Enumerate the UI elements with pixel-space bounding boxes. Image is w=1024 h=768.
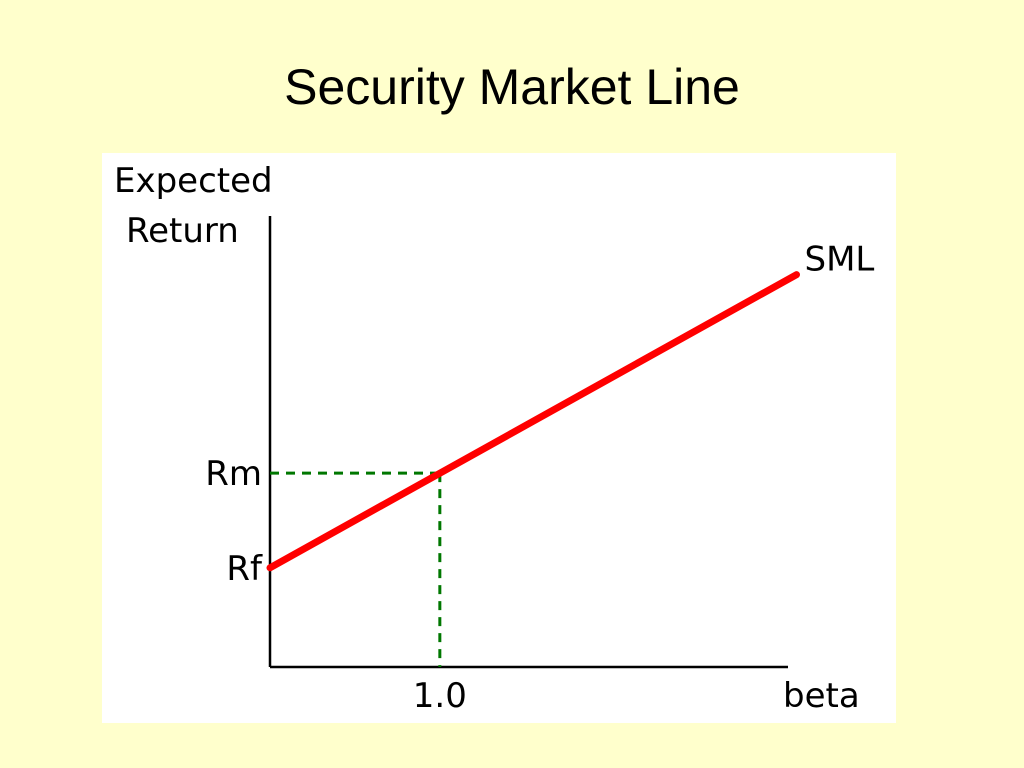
chart-panel: Expected Return beta SML Rf Rm 1.0 [102,153,896,723]
x-axis-label: beta [783,676,860,716]
y-axis-label-line1: Expected [114,161,273,201]
y-tick-label-rf: Rf [226,549,263,589]
y-tick-label-rm: Rm [205,454,262,494]
sml-line [266,271,800,572]
x-tick-label-beta-1: 1.0 [413,676,467,716]
sml-series-label: SML [804,240,874,280]
y-axis-label-line2: Return [126,211,239,251]
page-title: Security Market Line [284,59,740,115]
sml-chart: Expected Return beta SML Rf Rm 1.0 [114,161,874,716]
